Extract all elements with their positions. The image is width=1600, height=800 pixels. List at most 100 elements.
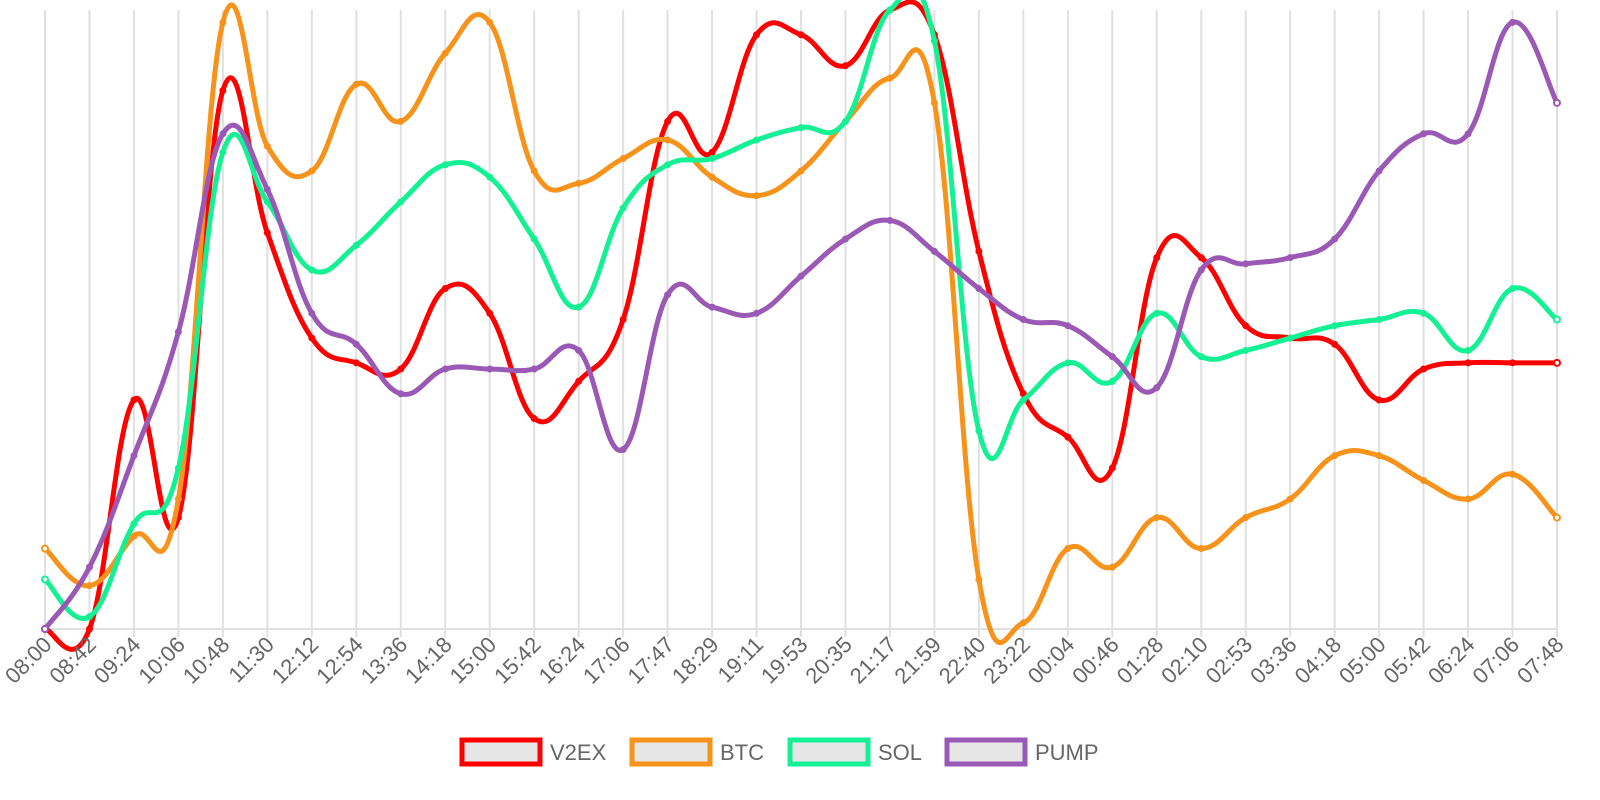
legend-item-sol[interactable]: SOL: [787, 737, 922, 767]
data-point[interactable]: [886, 74, 894, 82]
data-point[interactable]: [530, 235, 538, 243]
data-point[interactable]: [1375, 396, 1383, 404]
data-point[interactable]: [397, 365, 405, 373]
data-point[interactable]: [308, 266, 316, 274]
data-point[interactable]: [397, 117, 405, 125]
data-point[interactable]: [441, 285, 449, 293]
data-point[interactable]: [352, 359, 360, 367]
data-point[interactable]: [886, 216, 894, 224]
data-point[interactable]: [1064, 359, 1072, 367]
data-point[interactable]: [1064, 433, 1072, 441]
data-point[interactable]: [619, 445, 627, 453]
data-point[interactable]: [575, 377, 583, 385]
data-point[interactable]: [530, 415, 538, 423]
data-point[interactable]: [753, 31, 761, 39]
data-point[interactable]: [1153, 309, 1161, 317]
data-point[interactable]: [797, 124, 805, 132]
data-point[interactable]: [930, 99, 938, 107]
data-point[interactable]: [85, 613, 93, 621]
data-point[interactable]: [664, 136, 672, 144]
data-point[interactable]: [263, 229, 271, 237]
data-point[interactable]: [575, 346, 583, 354]
data-point[interactable]: [41, 625, 49, 633]
data-point[interactable]: [397, 198, 405, 206]
data-point[interactable]: [1242, 346, 1250, 354]
data-point[interactable]: [1331, 322, 1339, 330]
data-point[interactable]: [486, 365, 494, 373]
data-point[interactable]: [308, 334, 316, 342]
data-point[interactable]: [975, 427, 983, 435]
data-point[interactable]: [85, 563, 93, 571]
data-point[interactable]: [1464, 130, 1472, 138]
data-point[interactable]: [41, 544, 49, 553]
data-point[interactable]: [1019, 619, 1027, 627]
data-point[interactable]: [1553, 358, 1561, 367]
data-point[interactable]: [130, 520, 138, 528]
data-point[interactable]: [753, 192, 761, 200]
legend-item-v2ex[interactable]: V2EX: [459, 737, 607, 767]
data-point[interactable]: [1064, 322, 1072, 330]
data-point[interactable]: [575, 303, 583, 311]
data-point[interactable]: [619, 155, 627, 163]
data-point[interactable]: [308, 167, 316, 175]
data-point[interactable]: [1153, 514, 1161, 522]
data-point[interactable]: [619, 204, 627, 212]
data-point[interactable]: [619, 316, 627, 323]
data-point[interactable]: [930, 247, 938, 255]
data-point[interactable]: [1153, 254, 1161, 262]
data-point[interactable]: [219, 148, 227, 156]
data-point[interactable]: [797, 272, 805, 280]
data-point[interactable]: [85, 582, 93, 590]
data-point[interactable]: [1331, 452, 1339, 460]
data-point[interactable]: [130, 452, 138, 460]
legend-item-btc[interactable]: BTC: [629, 737, 764, 767]
data-point[interactable]: [753, 309, 761, 317]
data-point[interactable]: [1420, 365, 1428, 373]
data-point[interactable]: [219, 130, 227, 138]
data-point[interactable]: [1286, 334, 1294, 342]
data-point[interactable]: [1553, 513, 1561, 522]
data-point[interactable]: [219, 86, 227, 94]
data-point[interactable]: [1375, 452, 1383, 460]
data-point[interactable]: [441, 365, 449, 373]
data-point[interactable]: [1108, 377, 1116, 385]
data-point[interactable]: [1509, 359, 1517, 367]
legend[interactable]: V2EX BTC SOL PUMP: [459, 737, 1099, 767]
data-point[interactable]: [441, 49, 449, 57]
data-point[interactable]: [1553, 98, 1561, 107]
data-point[interactable]: [1019, 316, 1027, 323]
data-point[interactable]: [1331, 340, 1339, 348]
data-point[interactable]: [708, 148, 716, 156]
data-point[interactable]: [130, 396, 138, 404]
data-point[interactable]: [708, 173, 716, 181]
data-point[interactable]: [1553, 315, 1561, 324]
data-point[interactable]: [1509, 285, 1517, 293]
data-point[interactable]: [664, 161, 672, 169]
data-point[interactable]: [664, 291, 672, 299]
data-point[interactable]: [1197, 266, 1205, 274]
data-point[interactable]: [1420, 130, 1428, 138]
data-point[interactable]: [130, 532, 138, 540]
data-point[interactable]: [886, 6, 894, 14]
data-point[interactable]: [1331, 235, 1339, 243]
data-point[interactable]: [841, 117, 849, 125]
data-point[interactable]: [975, 575, 983, 583]
data-point[interactable]: [174, 328, 182, 336]
data-point[interactable]: [486, 309, 494, 317]
data-point[interactable]: [708, 303, 716, 311]
data-point[interactable]: [174, 495, 182, 503]
data-point[interactable]: [486, 173, 494, 181]
data-point[interactable]: [1019, 390, 1027, 398]
data-point[interactable]: [486, 18, 494, 26]
data-point[interactable]: [708, 155, 716, 163]
legend-item-pump[interactable]: PUMP: [944, 737, 1099, 767]
data-point[interactable]: [352, 241, 360, 249]
data-point[interactable]: [441, 161, 449, 169]
data-point[interactable]: [1242, 260, 1250, 268]
data-point[interactable]: [263, 186, 271, 194]
data-point[interactable]: [530, 365, 538, 373]
data-point[interactable]: [1197, 353, 1205, 361]
data-point[interactable]: [1019, 396, 1027, 404]
data-point[interactable]: [41, 575, 49, 584]
data-point[interactable]: [930, 37, 938, 45]
